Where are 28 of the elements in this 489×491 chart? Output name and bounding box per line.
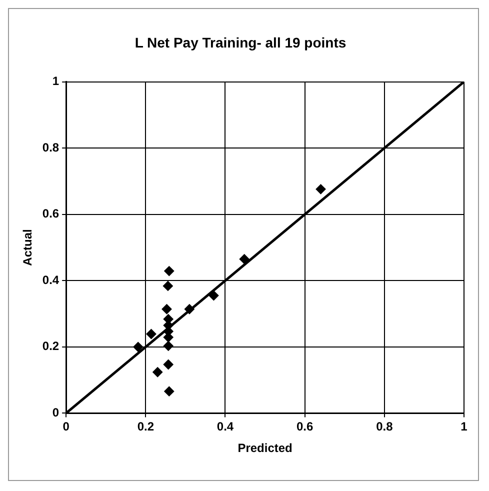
point [316,184,326,194]
x-tick-label: 0.6 [296,420,314,434]
x-axis-title: Predicted [238,441,292,456]
y-tick-label: 1 [52,74,60,88]
point [164,266,174,276]
point [163,359,174,370]
y-tick-label: 0 [52,406,60,420]
point [152,367,163,378]
point [146,328,156,339]
point [163,340,174,351]
point [162,280,173,291]
chart-title: L Net Pay Training- all 19 points [134,34,346,50]
point [239,254,250,264]
point [164,386,174,396]
point [184,304,194,314]
y-tick-label: 0.2 [42,339,60,354]
y-tick-label: 0.4 [42,272,60,287]
point [162,304,172,314]
x-tick-label: 0.8 [376,420,394,434]
y-tick-label: 0.8 [42,140,60,154]
x-tick-label: 1 [460,420,468,434]
x-tick-label: 0.4 [216,420,234,434]
x-tick-label: 0.2 [137,420,154,434]
point [133,342,144,352]
y-tick-label: 0.6 [42,206,60,221]
y-axis-title: Actual [20,229,35,266]
x-tick-label: 0 [62,420,70,434]
point [208,290,219,301]
